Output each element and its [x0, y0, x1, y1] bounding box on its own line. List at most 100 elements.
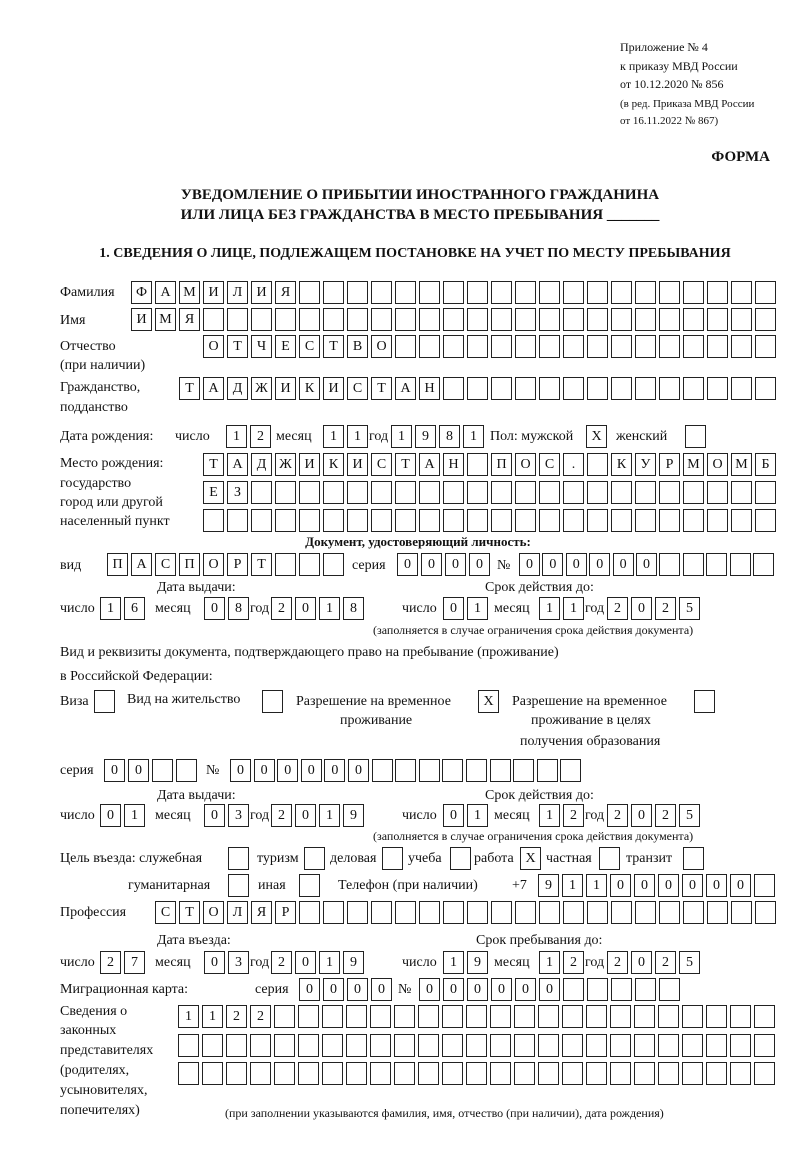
char-box[interactable]: [683, 377, 704, 400]
char-box[interactable]: [587, 453, 608, 476]
char-box[interactable]: [683, 335, 704, 358]
char-box[interactable]: 2: [271, 597, 292, 620]
char-box[interactable]: 9: [343, 951, 364, 974]
purpose-work-checkbox[interactable]: X: [520, 847, 541, 870]
char-box[interactable]: [635, 335, 656, 358]
char-box[interactable]: 2: [100, 951, 121, 974]
char-box[interactable]: 1: [226, 425, 247, 448]
char-box[interactable]: [587, 335, 608, 358]
char-box[interactable]: 3: [228, 804, 249, 827]
temp-residence-checkbox[interactable]: X: [478, 690, 499, 713]
char-box[interactable]: [611, 281, 632, 304]
char-box[interactable]: 0: [295, 951, 316, 974]
char-box[interactable]: [587, 481, 608, 504]
char-box[interactable]: 5: [679, 951, 700, 974]
char-box[interactable]: [515, 377, 536, 400]
char-box[interactable]: [419, 901, 440, 924]
char-box[interactable]: [731, 377, 752, 400]
char-box[interactable]: [706, 553, 728, 576]
char-box[interactable]: Е: [203, 481, 224, 504]
char-box[interactable]: [394, 1005, 415, 1028]
char-box[interactable]: С: [155, 553, 176, 576]
char-box[interactable]: [706, 1062, 727, 1085]
char-box[interactable]: [419, 509, 440, 532]
char-box[interactable]: [323, 901, 344, 924]
char-box[interactable]: [611, 335, 632, 358]
char-box[interactable]: 7: [124, 951, 145, 974]
char-box[interactable]: [371, 481, 392, 504]
char-box[interactable]: 2: [607, 951, 628, 974]
char-box[interactable]: [491, 481, 512, 504]
char-box[interactable]: 8: [228, 597, 249, 620]
char-box[interactable]: 1: [467, 804, 488, 827]
char-box[interactable]: 9: [343, 804, 364, 827]
char-box[interactable]: [515, 901, 536, 924]
char-box[interactable]: 1: [319, 804, 340, 827]
char-box[interactable]: [395, 335, 416, 358]
char-box[interactable]: [754, 1034, 775, 1057]
char-box[interactable]: [370, 1005, 391, 1028]
char-box[interactable]: О: [203, 335, 224, 358]
char-box[interactable]: [251, 509, 272, 532]
char-box[interactable]: Ж: [251, 377, 272, 400]
char-box[interactable]: 0: [610, 874, 631, 897]
char-box[interactable]: [467, 281, 488, 304]
char-box[interactable]: Н: [419, 377, 440, 400]
char-box[interactable]: [538, 1005, 559, 1028]
char-box[interactable]: [755, 335, 776, 358]
char-box[interactable]: 0: [706, 874, 727, 897]
char-box[interactable]: 1: [562, 874, 583, 897]
edu-residence-checkbox[interactable]: [694, 690, 715, 713]
char-box[interactable]: 0: [419, 978, 440, 1001]
char-box[interactable]: [419, 481, 440, 504]
char-box[interactable]: 0: [636, 553, 657, 576]
char-box[interactable]: [539, 377, 560, 400]
char-box[interactable]: [226, 1034, 247, 1057]
char-box[interactable]: [707, 901, 728, 924]
char-box[interactable]: [755, 901, 776, 924]
char-box[interactable]: [706, 1034, 727, 1057]
char-box[interactable]: [443, 335, 464, 358]
char-box[interactable]: [395, 481, 416, 504]
char-box[interactable]: [467, 308, 488, 331]
char-box[interactable]: [466, 1005, 487, 1028]
char-box[interactable]: [275, 481, 296, 504]
char-box[interactable]: 0: [295, 804, 316, 827]
char-box[interactable]: [395, 901, 416, 924]
char-box[interactable]: [442, 1062, 463, 1085]
char-box[interactable]: [395, 308, 416, 331]
char-box[interactable]: 1: [202, 1005, 223, 1028]
char-box[interactable]: [706, 1005, 727, 1028]
char-box[interactable]: [466, 759, 487, 782]
char-box[interactable]: [322, 1062, 343, 1085]
char-box[interactable]: [538, 1034, 559, 1057]
char-box[interactable]: 0: [589, 553, 611, 576]
char-box[interactable]: Т: [395, 453, 416, 476]
sex-female-checkbox[interactable]: [685, 425, 706, 448]
char-box[interactable]: [418, 1034, 439, 1057]
char-box[interactable]: А: [227, 453, 248, 476]
char-box[interactable]: [731, 281, 752, 304]
char-box[interactable]: 1: [100, 597, 121, 620]
char-box[interactable]: [514, 1005, 535, 1028]
char-box[interactable]: [538, 1062, 559, 1085]
char-box[interactable]: [731, 901, 752, 924]
char-box[interactable]: Н: [443, 453, 464, 476]
char-box[interactable]: Ф: [131, 281, 152, 304]
char-box[interactable]: [299, 308, 320, 331]
char-box[interactable]: [418, 1005, 439, 1028]
char-box[interactable]: .: [563, 453, 584, 476]
char-box[interactable]: [515, 335, 536, 358]
char-box[interactable]: [659, 553, 681, 576]
char-box[interactable]: 1: [319, 951, 340, 974]
char-box[interactable]: [323, 509, 344, 532]
char-box[interactable]: [442, 1034, 463, 1057]
char-box[interactable]: М: [179, 281, 200, 304]
char-box[interactable]: [490, 1005, 511, 1028]
char-box[interactable]: [178, 1034, 199, 1057]
char-box[interactable]: [443, 377, 464, 400]
char-box[interactable]: [539, 308, 560, 331]
char-box[interactable]: [682, 553, 704, 576]
char-box[interactable]: [419, 308, 440, 331]
char-box[interactable]: И: [275, 377, 296, 400]
